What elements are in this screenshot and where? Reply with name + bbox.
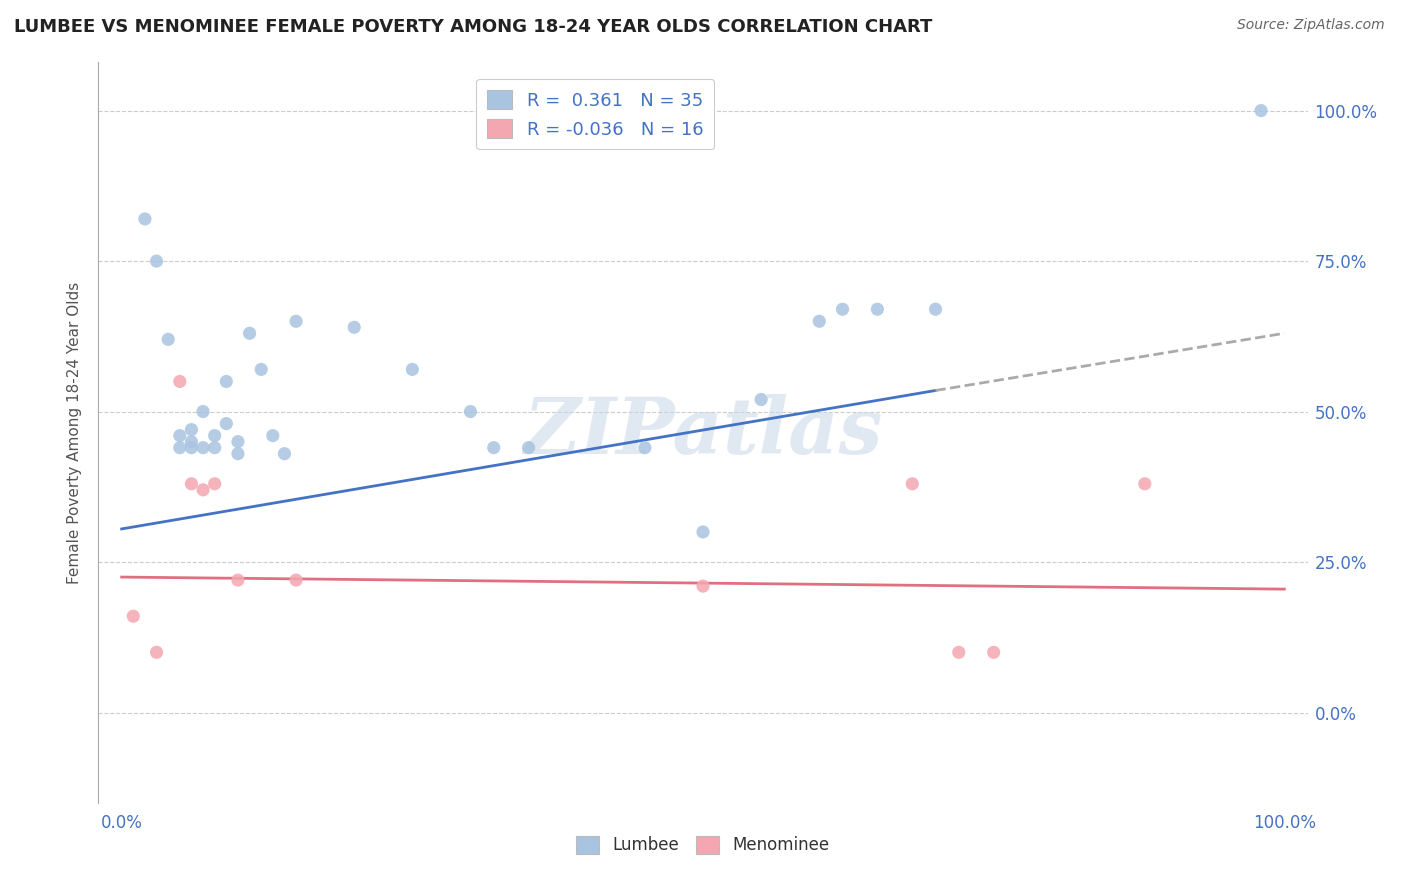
Point <box>215 417 238 431</box>
Point <box>749 392 772 407</box>
Point <box>169 441 191 455</box>
Point <box>1133 476 1156 491</box>
Point <box>122 609 145 624</box>
Point <box>180 423 202 437</box>
Point <box>169 375 191 389</box>
Point <box>482 441 505 455</box>
Point <box>226 573 249 587</box>
Point <box>145 645 167 659</box>
Point <box>191 483 214 497</box>
Legend: Lumbee, Menominee: Lumbee, Menominee <box>569 829 837 861</box>
Point <box>983 645 1005 659</box>
Point <box>215 375 238 389</box>
Y-axis label: Female Poverty Among 18-24 Year Olds: Female Poverty Among 18-24 Year Olds <box>67 282 83 583</box>
Point <box>180 434 202 449</box>
Point <box>634 441 657 455</box>
Point <box>226 447 249 461</box>
Point <box>145 254 167 268</box>
Point <box>262 428 284 442</box>
Point <box>285 314 308 328</box>
Point <box>866 302 889 317</box>
Point <box>191 404 214 418</box>
Point <box>204 428 226 442</box>
Point <box>517 441 540 455</box>
Point <box>157 332 180 346</box>
Text: LUMBEE VS MENOMINEE FEMALE POVERTY AMONG 18-24 YEAR OLDS CORRELATION CHART: LUMBEE VS MENOMINEE FEMALE POVERTY AMONG… <box>14 18 932 36</box>
Point <box>169 428 191 442</box>
Point <box>204 476 226 491</box>
Point <box>134 211 156 226</box>
Text: Source: ZipAtlas.com: Source: ZipAtlas.com <box>1237 18 1385 32</box>
Point <box>343 320 366 334</box>
Point <box>239 326 262 341</box>
Text: ZIPatlas: ZIPatlas <box>523 394 883 471</box>
Point <box>901 476 924 491</box>
Point <box>831 302 853 317</box>
Point <box>180 476 202 491</box>
Point <box>924 302 946 317</box>
Point <box>1250 103 1272 118</box>
Point <box>191 441 214 455</box>
Point <box>285 573 308 587</box>
Point <box>948 645 970 659</box>
Point <box>401 362 423 376</box>
Point <box>180 441 202 455</box>
Point <box>273 447 295 461</box>
Point <box>692 579 714 593</box>
Point <box>204 441 226 455</box>
Point <box>250 362 273 376</box>
Point <box>808 314 831 328</box>
Point <box>226 434 249 449</box>
Point <box>460 404 482 418</box>
Point <box>692 524 714 539</box>
